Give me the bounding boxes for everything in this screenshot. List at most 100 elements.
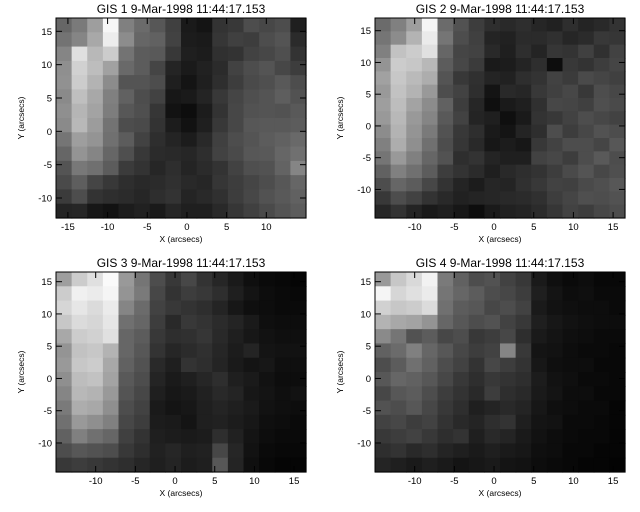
heatmap-cell bbox=[243, 118, 260, 133]
heatmap-cell bbox=[453, 71, 470, 86]
heatmap-cell bbox=[546, 400, 564, 416]
heatmap-cell bbox=[468, 31, 485, 46]
heatmap-cell bbox=[274, 386, 291, 402]
heatmap-cell bbox=[609, 329, 626, 345]
heatmap-cell bbox=[118, 46, 135, 62]
heatmap-cell bbox=[196, 372, 213, 387]
heatmap-cell bbox=[593, 84, 610, 99]
heatmap-cell bbox=[243, 300, 260, 316]
heatmap-cell bbox=[578, 357, 595, 373]
heatmap-cell bbox=[56, 357, 73, 373]
heatmap-cell bbox=[196, 386, 213, 402]
heatmap-cell bbox=[87, 414, 104, 430]
heatmap-cell bbox=[531, 357, 548, 373]
heatmap-cell bbox=[515, 372, 532, 387]
heatmap-cell bbox=[56, 146, 73, 162]
heatmap-cell bbox=[165, 132, 182, 148]
heatmap-cell bbox=[421, 18, 439, 32]
heatmap-cell bbox=[165, 343, 182, 359]
heatmap-cell bbox=[593, 58, 610, 72]
heatmap-cell bbox=[390, 164, 407, 179]
heatmap-cell bbox=[375, 314, 392, 330]
heatmap-cell bbox=[390, 98, 407, 112]
heatmap-cell bbox=[87, 203, 104, 219]
heatmap-cell bbox=[227, 400, 245, 416]
heatmap-cell bbox=[290, 286, 307, 302]
heatmap-cell bbox=[421, 400, 439, 416]
x-tick-label: 5 bbox=[224, 222, 229, 233]
x-tick-label: -5 bbox=[450, 222, 458, 233]
heatmap-cell bbox=[259, 300, 276, 316]
heatmap-cell bbox=[375, 414, 392, 430]
heatmap-cell bbox=[259, 443, 276, 459]
heatmap-cell bbox=[515, 71, 532, 86]
heatmap-cell bbox=[102, 103, 120, 119]
heatmap-cell bbox=[468, 191, 485, 206]
heatmap-cell bbox=[375, 18, 392, 32]
heatmap-cell bbox=[453, 84, 470, 99]
heatmap-cell bbox=[102, 400, 120, 416]
heatmap-cell bbox=[531, 457, 548, 473]
heatmap-cell bbox=[437, 400, 454, 416]
heatmap-cell bbox=[196, 286, 213, 302]
heatmap-cell bbox=[468, 386, 485, 402]
heatmap-cell bbox=[546, 164, 564, 179]
heatmap-cell bbox=[196, 146, 213, 162]
y-axis-label: Y (arcsecs) bbox=[16, 350, 26, 393]
heatmap-cell bbox=[71, 132, 88, 148]
heatmap-cell bbox=[196, 429, 213, 445]
heatmap-cell bbox=[500, 372, 517, 387]
heatmap-cell bbox=[437, 386, 454, 402]
heatmap-cell bbox=[421, 204, 439, 219]
heatmap-cell bbox=[390, 443, 407, 459]
heatmap-cell bbox=[468, 429, 485, 445]
y-tick-label: 0 bbox=[47, 374, 52, 385]
heatmap-cell bbox=[102, 203, 120, 219]
heatmap-cell bbox=[227, 343, 245, 359]
y-tick-label: -10 bbox=[357, 438, 371, 449]
heatmap-cell bbox=[274, 160, 291, 176]
heatmap-cell bbox=[609, 300, 626, 316]
heatmap-cell bbox=[531, 31, 548, 46]
heatmap-cell bbox=[102, 414, 120, 430]
heatmap-cell bbox=[227, 18, 245, 33]
gis-panel-4: GIS 4 9-Mar-1998 11:44:17.153 -10 -5 0 5 10 15… bbox=[335, 256, 626, 498]
heatmap-cell bbox=[259, 386, 276, 402]
heatmap-cell bbox=[562, 191, 579, 206]
heatmap-cell bbox=[500, 84, 517, 99]
heatmap-cell bbox=[468, 71, 485, 86]
heatmap-cell bbox=[259, 103, 276, 119]
heatmap-cell bbox=[227, 443, 245, 459]
heatmap-cell bbox=[406, 300, 423, 316]
heatmap-cell bbox=[500, 400, 517, 416]
chart-title: GIS 2 9-Mar-1998 11:44:17.153 bbox=[416, 2, 585, 16]
heatmap-cell bbox=[243, 272, 260, 287]
heatmap-cell bbox=[437, 357, 454, 373]
heatmap-cell bbox=[500, 386, 517, 402]
heatmap-cell bbox=[406, 429, 423, 445]
heatmap-cell bbox=[118, 18, 135, 33]
heatmap-cell bbox=[118, 32, 135, 48]
heatmap-cell bbox=[421, 272, 439, 287]
heatmap-cell bbox=[181, 46, 198, 62]
heatmap-cell bbox=[453, 204, 470, 219]
heatmap-cell bbox=[134, 160, 151, 176]
heatmap-cell bbox=[453, 329, 470, 345]
heatmap-cell bbox=[609, 286, 626, 302]
heatmap-cell bbox=[609, 124, 626, 139]
heatmap-cell bbox=[468, 414, 485, 430]
heatmap-cell bbox=[437, 58, 454, 72]
heatmap-cell bbox=[71, 103, 88, 119]
heatmap-cell bbox=[87, 457, 104, 473]
heatmap-cell bbox=[181, 429, 198, 445]
heatmap-cell bbox=[118, 386, 135, 402]
heatmap-cell bbox=[375, 372, 392, 387]
heatmap-cell bbox=[593, 151, 610, 166]
heatmap-cell bbox=[243, 75, 260, 91]
heatmap-cell bbox=[593, 124, 610, 139]
heatmap-cell bbox=[196, 272, 213, 287]
heatmap-cell bbox=[243, 32, 260, 48]
heatmap-cell bbox=[87, 189, 104, 205]
heatmap-cell bbox=[500, 124, 517, 139]
